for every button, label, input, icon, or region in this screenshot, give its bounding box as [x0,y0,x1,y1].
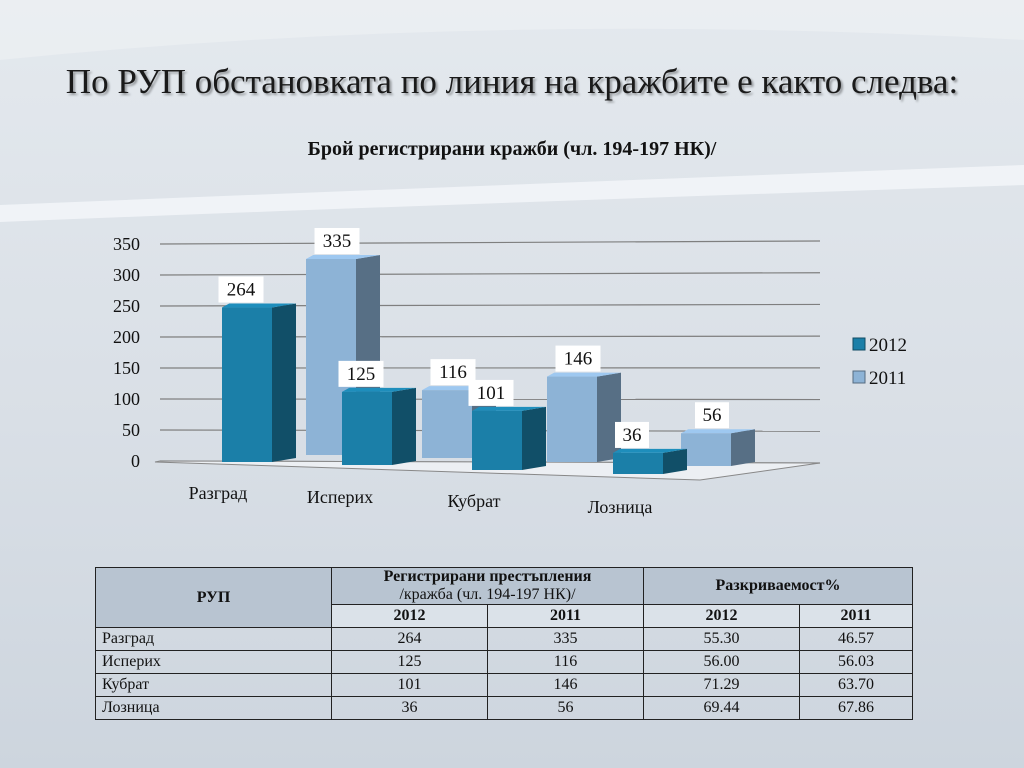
data-label-box [555,345,601,372]
data-label: 56 [703,405,722,426]
row-name: Кубрат [95,673,332,697]
slide-title: По РУП обстановката по линия на кражбите… [65,62,959,101]
chart-title: Брой регистрирани кражби (чл. 194-197 НК… [307,138,717,160]
data-label-box [430,359,476,386]
legend-swatch [852,370,866,384]
gridline [159,240,821,245]
bar-top [472,406,546,411]
background-swoosh [0,0,1024,222]
cell-rate-2011: 67.86 [799,696,913,720]
bar-side [272,303,296,462]
data-label: 101 [477,383,506,404]
data-label-box [615,421,649,448]
data-label: 146 [564,349,593,370]
bar-top [547,372,621,377]
table-year-header: 2011 [799,604,913,628]
bar [342,391,392,465]
table-row: Разград 264 335 55.30 46.57 [95,627,913,651]
y-tick-label: 200 [113,327,140,347]
bar [472,410,522,470]
bar-chart: 0 50 100 150 200 250 300 350 335 116 146 56 264 125 10… [113,228,907,517]
cell-rate-2012: 55.30 [643,627,800,651]
data-label-box [338,360,384,387]
y-tick-label: 0 [131,451,140,471]
data-label-box [468,379,514,406]
cell-reg-2012: 101 [331,673,488,697]
legend-label: 2011 [869,368,906,389]
bar-top [613,448,687,453]
y-tick-label: 150 [113,358,140,378]
row-name: Лозница [95,696,332,720]
table-row: Лозница 36 56 69.44 67.86 [95,696,913,720]
legend-swatch [852,337,866,351]
data-label-box [218,276,264,303]
table-year-header: 2011 [487,604,644,628]
y-tick-label: 350 [113,234,140,254]
x-category-label: Исперих [307,487,373,507]
table-row: Кубрат 101 146 71.29 63.70 [95,673,913,697]
data-label: 116 [439,362,467,383]
table-header-rate: Разкриваемост% [643,567,913,605]
bar-side [392,387,416,465]
data-label: 335 [323,231,352,252]
data-label: 36 [623,425,642,446]
table-header-registered: Регистрирани престъпления /кражба (чл. 1… [331,567,644,605]
gridline [159,272,821,276]
bar [547,376,597,462]
cell-reg-2011: 146 [487,673,644,697]
cell-reg-2012: 125 [331,650,488,674]
bar [681,433,731,466]
cell-reg-2011: 56 [487,696,644,720]
table-row: Исперих 125 116 56.00 56.03 [95,650,913,674]
cell-rate-2012: 69.44 [643,696,800,720]
data-label: 125 [347,364,376,385]
table-header-registered-line1: Регистрирани престъпления [383,568,592,585]
cell-rate-2011: 63.70 [799,673,913,697]
y-tick-label: 100 [113,389,140,409]
cell-reg-2011: 335 [487,627,644,651]
bar [222,307,272,462]
x-category-label: Разград [189,483,248,503]
legend-label: 2012 [869,335,907,356]
bar-side [597,372,621,462]
x-category-label: Лозница [588,497,653,517]
bar-side [731,429,755,466]
row-name: Разград [95,627,332,651]
bar-side [663,448,687,474]
x-category-label: Кубрат [448,491,501,511]
cell-rate-2012: 56.00 [643,650,800,674]
cell-rate-2011: 46.57 [799,627,913,651]
cell-rate-2011: 56.03 [799,650,913,674]
y-tick-label: 300 [113,265,140,285]
bar [613,452,663,474]
data-label-box [314,228,360,254]
row-name: Исперих [95,650,332,674]
data-table: РУП Регистрирани престъпления /кражба (ч… [95,567,913,720]
bar [422,390,472,458]
data-label-box [695,402,729,429]
table-header-registered-line2: /кражба (чл. 194-197 НК)/ [399,586,576,603]
bar-side [522,406,546,470]
table-header-rup: РУП [95,567,332,628]
bar-top [342,387,416,392]
data-label: 264 [227,280,256,301]
bar-top [681,429,755,434]
y-tick-label: 50 [122,420,140,440]
bar-top [222,303,296,308]
bar-top [306,255,380,259]
cell-reg-2012: 36 [331,696,488,720]
table-year-header: 2012 [331,604,488,628]
cell-reg-2011: 116 [487,650,644,674]
cell-reg-2012: 264 [331,627,488,651]
cell-rate-2012: 71.29 [643,673,800,697]
y-tick-label: 250 [113,296,140,316]
table-year-header: 2012 [643,604,800,628]
